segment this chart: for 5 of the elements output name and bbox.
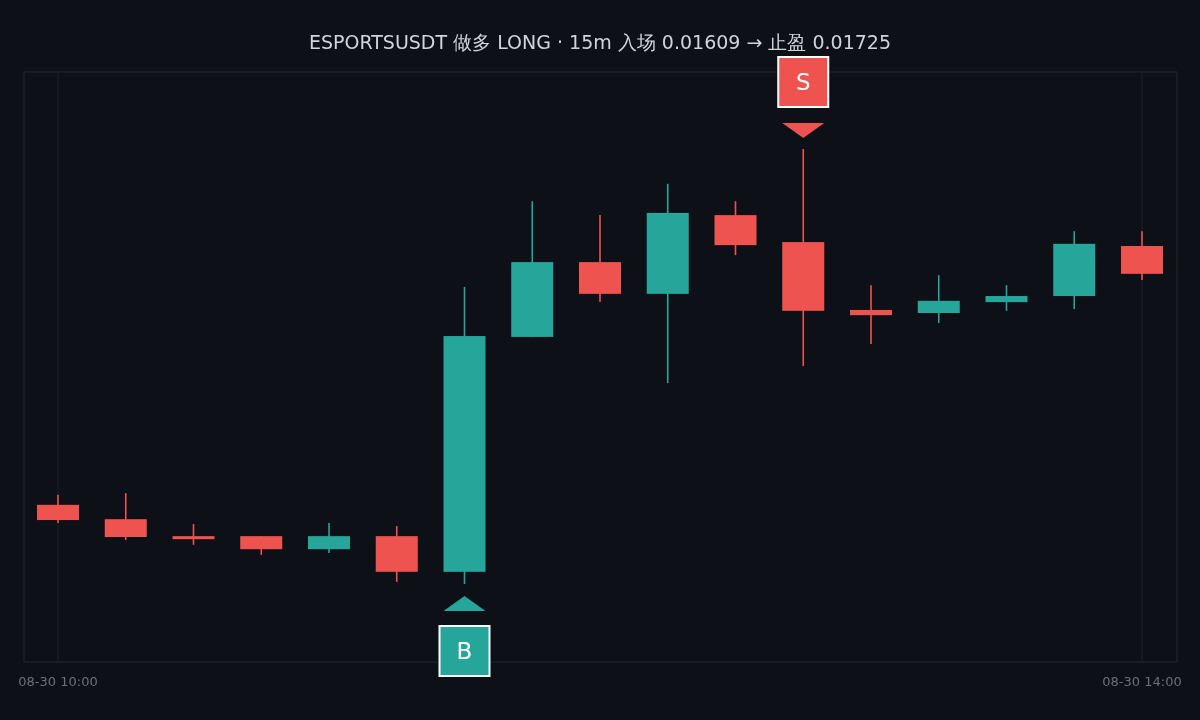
annotation: S: [795, 69, 811, 95]
x-tick-label: 08-30 10:00: [18, 674, 98, 689]
x-tick-label: 08-30 14:00: [1102, 674, 1182, 689]
annotation: B: [456, 638, 473, 664]
chart-title: ESPORTSUSDT 做多 LONG · 15m 入场 0.01609 → 止盈 0.01725: [308, 31, 892, 53]
